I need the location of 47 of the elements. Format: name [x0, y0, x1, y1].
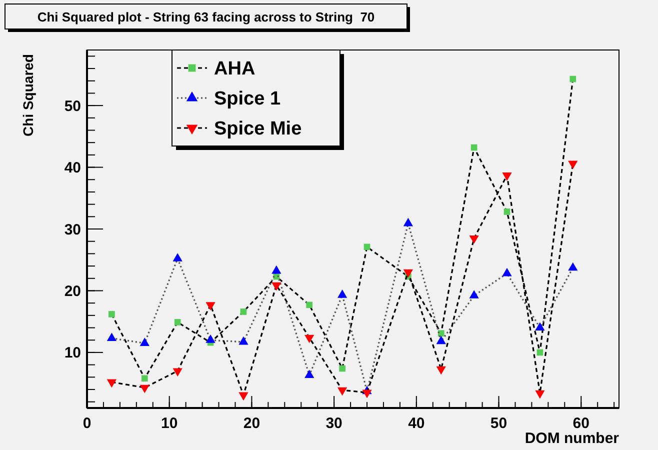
point	[238, 392, 248, 401]
legend-label: AHA	[214, 58, 256, 80]
point	[172, 368, 182, 377]
y-tick-label: 40	[64, 160, 81, 177]
point	[504, 208, 510, 215]
point	[502, 268, 512, 276]
point	[364, 244, 370, 250]
point	[470, 144, 478, 151]
point	[570, 76, 576, 82]
point	[304, 334, 314, 344]
point	[535, 390, 545, 399]
point	[206, 302, 216, 310]
point	[337, 387, 348, 396]
point	[403, 218, 413, 226]
point	[568, 262, 578, 271]
legend-label: Spice Mie	[214, 118, 302, 140]
y-tick-label: 50	[64, 98, 81, 115]
point	[172, 253, 182, 262]
x-tick-label: 0	[82, 415, 92, 432]
point	[108, 311, 115, 318]
x-axis-title: DOM number	[524, 430, 620, 447]
x-tick-label: 60	[572, 415, 590, 432]
x-tick-label: 50	[490, 415, 508, 432]
point	[362, 390, 372, 398]
chart-title: Chi Squared plot - String 63 facing across to String 70	[37, 10, 375, 25]
point	[272, 265, 282, 274]
point	[339, 365, 346, 372]
y-tick-label: 10	[64, 344, 81, 362]
x-tick-label: 30	[326, 415, 342, 432]
legend-label: Spice 1	[214, 88, 281, 110]
point	[272, 282, 282, 291]
y-tick-label: 20	[64, 282, 81, 300]
point	[403, 269, 413, 278]
point	[536, 349, 544, 356]
y-tick-label: 30	[64, 221, 81, 238]
point	[240, 308, 247, 315]
x-tick-label: 10	[161, 415, 178, 432]
x-tick-label: 20	[243, 415, 260, 432]
y-axis-title: Chi Squared	[20, 54, 36, 136]
point	[174, 319, 181, 326]
point	[141, 375, 148, 382]
point	[436, 366, 446, 375]
x-tick-label: 40	[408, 415, 425, 432]
point	[469, 235, 479, 244]
point	[106, 379, 117, 388]
point	[140, 384, 150, 394]
point	[306, 302, 313, 308]
